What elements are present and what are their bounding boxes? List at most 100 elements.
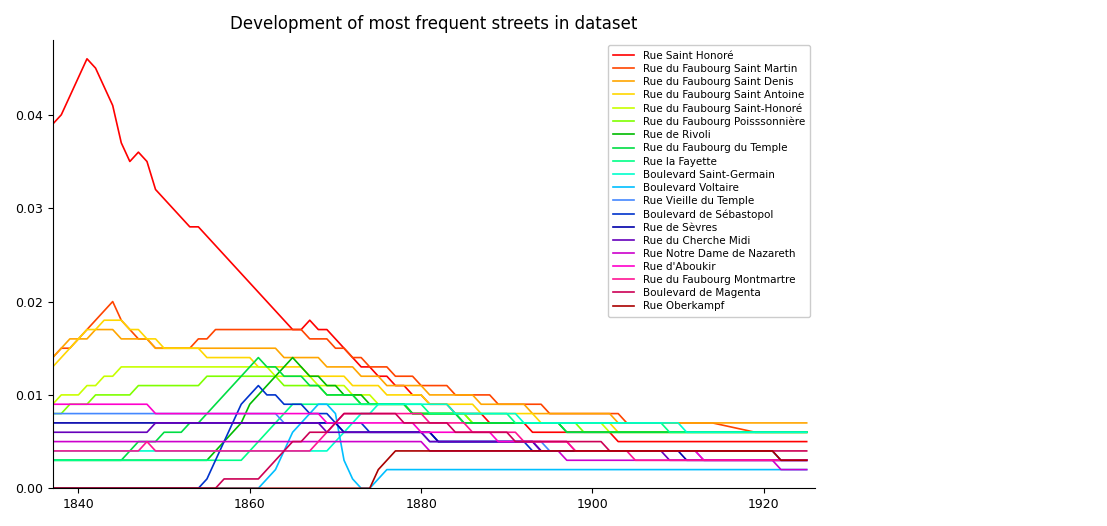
Rue de Rivoli [46,457,60,463]
Boulevard de Magenta [294,439,308,445]
Rue du Faubourg du Temple [166,429,179,436]
Rue du Cherche Midi [46,429,60,436]
Rue du Faubourg Saint-Honoré [603,429,617,436]
Rue du Cherche Midi [800,457,814,463]
Rue d'Aboukir [800,457,814,463]
Rue du Faubourg Saint Denis [89,327,102,333]
Rue du Faubourg Montmartre [269,448,282,454]
Rue du Faubourg Saint Antoine [800,429,814,436]
Rue du Faubourg Poisssonnière [577,429,590,436]
Rue du Faubourg Poisssonnière [303,382,317,389]
Rue de Sèvres [166,420,179,426]
Rue du Faubourg du Temple [251,355,265,361]
Boulevard de Magenta [414,420,427,426]
Rue du Faubourg Saint Antoine [611,429,624,436]
Rue du Faubourg Saint-Honoré [115,364,128,370]
Boulevard Saint-Germain [260,448,273,454]
Line: Boulevard de Sébastopol: Boulevard de Sébastopol [53,386,807,488]
Boulevard de Magenta [766,448,779,454]
Rue Oberkampf [414,448,427,454]
Boulevard Saint-Germain [294,448,308,454]
Rue du Faubourg Saint Antoine [175,345,188,351]
Rue du Faubourg Saint Denis [303,355,317,361]
Rue du Faubourg Montmartre [46,448,60,454]
Rue du Faubourg Montmartre [774,457,787,463]
Boulevard Saint-Germain [372,401,385,408]
Rue du Faubourg Saint-Honoré [800,429,814,436]
Boulevard Voltaire [800,467,814,473]
Rue de Rivoli [303,373,317,379]
Rue du Cherche Midi [149,420,163,426]
Rue du Faubourg Saint Martin [46,355,60,361]
Line: Rue Saint Honoré: Rue Saint Honoré [53,59,807,442]
Rue du Faubourg du Temple [269,364,282,370]
Line: Rue du Faubourg du Temple: Rue du Faubourg du Temple [53,358,807,460]
Rue la Fayette [286,401,299,408]
Rue du Faubourg Montmartre [338,410,351,417]
Rue du Cherche Midi [303,420,317,426]
Boulevard de Sébastopol [269,392,282,398]
Rue du Faubourg Saint-Honoré [269,373,282,379]
Rue Vieille du Temple [260,410,273,417]
Rue de Sèvres [46,420,60,426]
Rue de Rivoli [166,457,179,463]
Rue Saint Honoré [269,308,282,314]
Rue du Faubourg Montmartre [166,448,179,454]
Line: Rue Notre Dame de Nazareth: Rue Notre Dame de Nazareth [53,442,807,470]
Rue du Faubourg du Temple [303,382,317,389]
Rue du Faubourg Saint Martin [748,429,762,436]
Line: Rue la Fayette: Rue la Fayette [53,404,807,460]
Rue du Faubourg Saint Antoine [46,364,60,370]
Rue du Faubourg Saint-Honoré [46,401,60,408]
Rue de Rivoli [414,410,427,417]
Rue Vieille du Temple [294,420,308,426]
Boulevard Voltaire [766,467,779,473]
Rue de Sèvres [260,420,273,426]
Rue de Sèvres [406,429,420,436]
Rue du Faubourg Saint Denis [175,345,188,351]
Rue du Faubourg Saint Martin [278,327,291,333]
Rue du Faubourg Saint-Honoré [303,373,317,379]
Boulevard Saint-Germain [269,448,282,454]
Rue du Cherche Midi [663,457,676,463]
Rue du Faubourg Saint Antoine [97,317,111,323]
Rue Oberkampf [800,457,814,463]
Boulevard de Sébastopol [766,448,779,454]
Rue Oberkampf [766,448,779,454]
Rue d'Aboukir [46,401,60,408]
Rue Notre Dame de Nazareth [46,439,60,445]
Boulevard Voltaire [260,476,273,482]
Rue du Faubourg Saint Denis [46,355,60,361]
Rue du Faubourg Saint Denis [611,420,624,426]
Rue Notre Dame de Nazareth [800,467,814,473]
Rue la Fayette [800,429,814,436]
Rue Notre Dame de Nazareth [166,439,179,445]
Rue la Fayette [414,401,427,408]
Rue de Rivoli [260,382,273,389]
Rue du Faubourg Saint Martin [414,382,427,389]
Rue Oberkampf [269,485,282,491]
Rue la Fayette [269,420,282,426]
Rue du Faubourg Saint Denis [414,382,427,389]
Rue Notre Dame de Nazareth [757,457,770,463]
Boulevard Saint-Germain [800,429,814,436]
Rue d'Aboukir [269,410,282,417]
Boulevard Voltaire [312,401,325,408]
Rue du Faubourg Saint Antoine [269,364,282,370]
Rue du Faubourg Saint-Honoré [278,373,291,379]
Rue du Faubourg du Temple [414,410,427,417]
Rue du Faubourg Saint Denis [774,420,787,426]
Rue Saint Honoré [81,56,94,62]
Rue du Faubourg Montmartre [800,457,814,463]
Rue du Faubourg Montmartre [260,448,273,454]
Rue du Faubourg Poisssonnière [166,382,179,389]
Rue du Faubourg du Temple [46,457,60,463]
Rue Oberkampf [260,485,273,491]
Rue du Faubourg Saint Antoine [774,429,787,436]
Rue du Cherche Midi [278,420,291,426]
Boulevard Saint-Germain [46,448,60,454]
Rue la Fayette [303,401,317,408]
Rue du Cherche Midi [269,420,282,426]
Rue Saint Honoré [774,439,787,445]
Boulevard de Magenta [338,410,351,417]
